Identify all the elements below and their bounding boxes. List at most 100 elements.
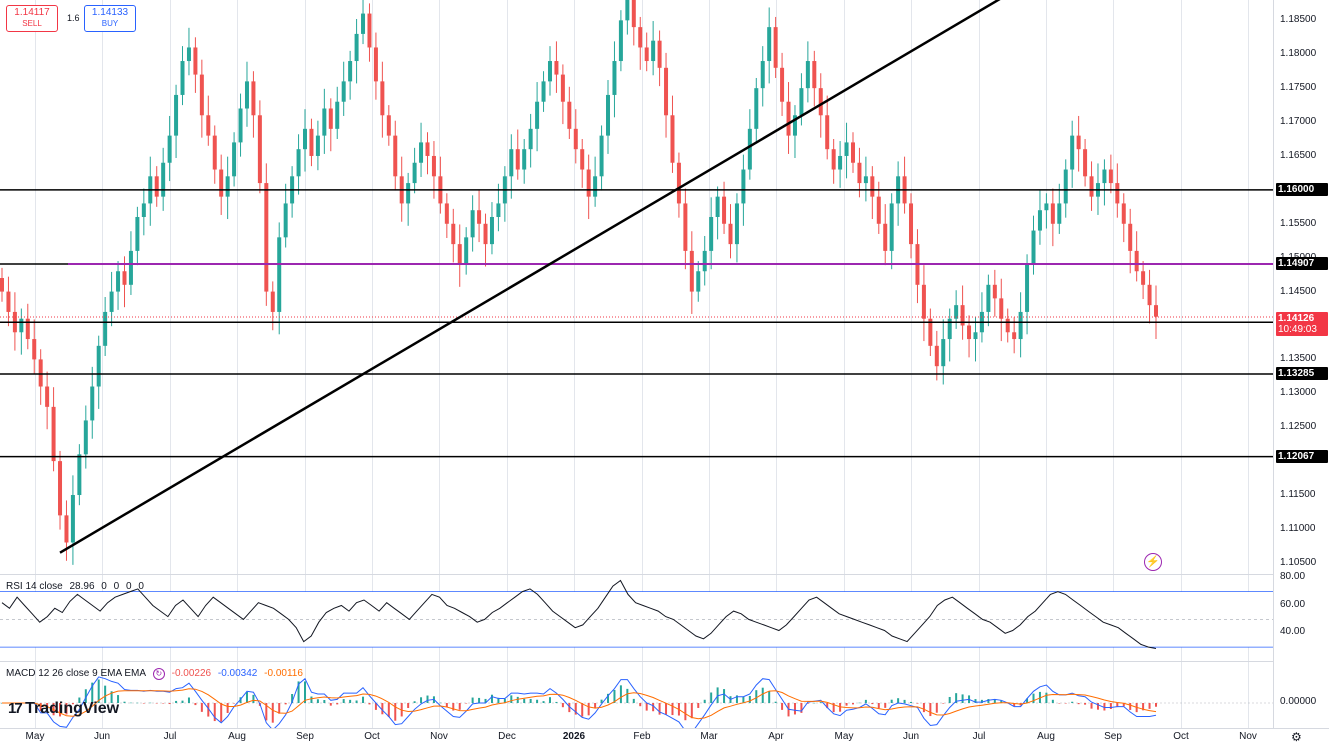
candle-body (1083, 149, 1088, 177)
macd-histogram-bar (916, 703, 919, 704)
macd-histogram-bar (368, 703, 371, 705)
macd-histogram-bar (503, 698, 506, 703)
candle-body (32, 339, 37, 360)
grid-line-1 (102, 0, 103, 728)
lightning-icon[interactable]: ⚡ (1144, 553, 1162, 571)
price-scale[interactable]: 1.18500 1.18000 1.17500 1.17000 1.16500 1.155… (1273, 0, 1329, 728)
sell-button[interactable]: 1.14117 SELL (6, 5, 58, 32)
macd-histogram-bar (226, 703, 229, 713)
candle-body (1037, 210, 1042, 231)
candle-body (1115, 183, 1120, 204)
macd-settings-icon[interactable]: ↻ (152, 668, 165, 680)
candle-body (780, 67, 785, 102)
candle-body (1121, 203, 1126, 224)
level-price-tag[interactable]: 1.16000 (1276, 182, 1328, 196)
candle-body (535, 101, 540, 129)
macd-legend[interactable]: MACD 12 26 close 9 EMA EMA ↻ -0.00226 -0… (6, 668, 307, 680)
candle-body (1089, 176, 1094, 197)
candle-body (554, 61, 559, 75)
macd-histogram-bar (149, 702, 152, 704)
candle-body (38, 359, 43, 387)
candle-body (58, 461, 63, 516)
candle-body (412, 162, 417, 184)
rsi-legend[interactable]: RSI 14 close 28.96 0 0 0 0 (6, 581, 148, 592)
candle-body (354, 33, 359, 62)
candle-body (70, 495, 75, 543)
macd-histogram-bar (587, 703, 590, 716)
time-axis[interactable]: May Jun Jul Aug Sep Oct Nov Dec 2026 Feb Mar Apr May… (0, 728, 1329, 748)
candle-body (960, 305, 965, 326)
macd-histogram-bar (555, 701, 558, 703)
candle-body (180, 61, 185, 95)
candle-body (812, 61, 817, 89)
macd-histogram-bar (129, 702, 132, 704)
candle-body (309, 128, 314, 156)
candle-body (870, 176, 875, 197)
buy-button[interactable]: 1.14133 BUY (84, 5, 136, 32)
macd-histogram-bar (748, 695, 751, 703)
macd-histogram-bar (497, 697, 500, 703)
candle-body (1134, 250, 1139, 272)
macd-pane[interactable]: MACD 12 26 close 9 EMA EMA ↻ -0.00226 -0… (0, 661, 1273, 729)
candle-body (1050, 203, 1055, 224)
macd-histogram-bar (523, 698, 526, 703)
rsi-line (1, 579, 1157, 649)
macd-histogram-bar (490, 694, 493, 703)
month-label: Aug (1037, 731, 1055, 742)
rsi-legend-extra-2: 0 (125, 581, 132, 592)
candle-body (683, 203, 688, 251)
month-label: Nov (430, 731, 448, 742)
candle-body (380, 81, 385, 116)
candle-body (883, 223, 888, 251)
price-tick-label: 1.17000 (1280, 116, 1317, 128)
gear-icon[interactable]: ⚙ (1291, 730, 1302, 744)
price-chart[interactable] (0, 0, 1273, 573)
macd-histogram-bar (806, 703, 809, 704)
candle-body (496, 203, 501, 217)
trendline[interactable] (59, 0, 1273, 554)
candle-body (741, 169, 746, 204)
macd-histogram-bar (910, 701, 913, 703)
candle-body (348, 61, 353, 82)
level-price-tag[interactable]: 1.13285 (1276, 366, 1328, 380)
live-price-countdown: 10:49:03 (1278, 323, 1317, 335)
level-price-tag[interactable]: 1.14907 (1276, 256, 1328, 270)
macd-histogram-bar (1058, 703, 1061, 704)
price-chart-svg[interactable] (0, 0, 1273, 573)
candle-body (257, 115, 262, 184)
macd-histogram-bar (529, 698, 532, 703)
macd-histogram-bar (793, 703, 796, 715)
candle-body (45, 386, 50, 407)
macd-histogram-bar (355, 700, 358, 703)
grid-line-14 (979, 0, 980, 728)
macd-histogram-bar (123, 701, 126, 703)
tradingview-logo[interactable]: 17 TradingView (8, 700, 119, 718)
candle-body (264, 183, 269, 292)
candle-body (122, 271, 127, 285)
macd-histogram-bar (961, 694, 964, 703)
candle-body (51, 406, 56, 462)
candle-body (1005, 318, 1010, 333)
macd-histogram-bar (1026, 698, 1029, 703)
macd-histogram-bar (684, 703, 687, 721)
candle-body (992, 284, 997, 299)
macd-histogram-bar (536, 699, 539, 703)
macd-histogram-bar (1064, 703, 1067, 704)
rsi-pane[interactable]: RSI 14 close 28.96 0 0 0 0 (0, 574, 1273, 661)
rsi-tick-label: 60.00 (1280, 598, 1306, 610)
macd-histogram-bar (935, 703, 938, 713)
macd-histogram-bar (980, 699, 983, 703)
macd-histogram-bar (213, 703, 216, 722)
live-price-tag[interactable]: 1.14126 10:49:03 (1276, 311, 1328, 336)
candle-body (328, 108, 333, 129)
rsi-legend-value: 28.96 (69, 581, 95, 592)
grid-line-13 (911, 0, 912, 728)
candle-body (315, 135, 320, 156)
candle-body (451, 223, 456, 245)
candle-body (116, 271, 121, 292)
macd-histogram-bar (349, 699, 352, 703)
level-price-tag[interactable]: 1.12067 (1276, 449, 1328, 463)
candle-body (425, 142, 430, 156)
macd-histogram-bar (871, 703, 874, 705)
month-label: Mar (700, 731, 718, 742)
